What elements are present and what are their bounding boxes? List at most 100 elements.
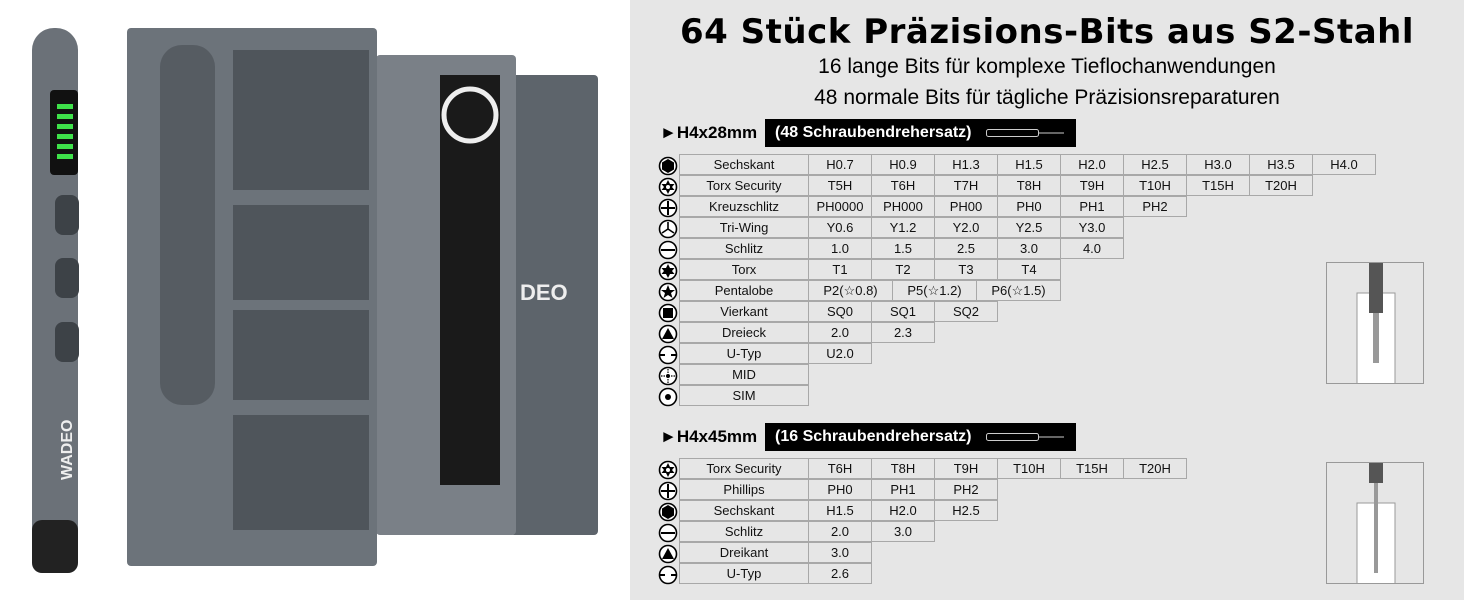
bit-type-name: U-Typ [679, 343, 809, 364]
bit-size-cell: T2 [871, 259, 935, 280]
u-type-icon [658, 565, 678, 585]
torx-icon [658, 261, 678, 281]
bit-size-cell: SQ0 [808, 301, 872, 322]
bit-size-cell: Y0.6 [808, 217, 872, 238]
bit-type-name: Vierkant [679, 301, 809, 322]
bit-size-cell: 1.0 [808, 238, 872, 259]
set-count-banner: (48 Schraubendrehersatz) [765, 119, 1076, 147]
bit-size-cell: H1.3 [934, 154, 998, 175]
bit-size-cell: T20H [1249, 175, 1313, 196]
bit-size-cell: T9H [1060, 175, 1124, 196]
svg-text:DEO: DEO [520, 280, 568, 305]
square-icon [658, 303, 678, 323]
bit-size-cell: H3.0 [1186, 154, 1250, 175]
bit-type-name: Dreieck [679, 322, 809, 343]
bit-size-cell: 2.6 [808, 563, 872, 584]
product-photo: DEO WADEO [0, 0, 630, 600]
bit-size-cell: SQ2 [934, 301, 998, 322]
bit-size-cell: H2.5 [1123, 154, 1187, 175]
bit-size-cell: SQ1 [871, 301, 935, 322]
bit-size-cell: 3.0 [997, 238, 1061, 259]
bit-type-name: Sechskant [679, 500, 809, 521]
set-count-text: (16 Schraubendrehersatz) [775, 428, 972, 445]
bit-size-cell: T7H [934, 175, 998, 196]
u-type-icon [658, 345, 678, 365]
triangle-icon [658, 324, 678, 344]
bit-size-cell: T20H [1123, 458, 1187, 479]
bit-size-cell: 2.0 [808, 322, 872, 343]
bit-size-cell: T15H [1060, 458, 1124, 479]
subtitle-long-bits: 16 lange Bits für komplexe Tieflochanwen… [818, 55, 1276, 78]
bit-size-cell: P2(☆0.8) [808, 280, 893, 301]
bit-size-cell: U2.0 [808, 343, 872, 364]
bit-size-cell: T6H [808, 458, 872, 479]
mid-icon [658, 366, 678, 386]
bit-size-cell: Y2.5 [997, 217, 1061, 238]
bit-size-cell: 3.0 [871, 521, 935, 542]
bit-size-cell: Y3.0 [1060, 217, 1124, 238]
bit-type-name: Dreikant [679, 542, 809, 563]
bit-size-cell: H3.5 [1249, 154, 1313, 175]
bit-type-name: Schlitz [679, 521, 809, 542]
bit-size-cell: T8H [997, 175, 1061, 196]
slot-icon [658, 240, 678, 260]
bit-size-cell: T10H [997, 458, 1061, 479]
bit-icon [985, 433, 1064, 441]
short-bit-illustration [1326, 262, 1424, 384]
bit-size-cell: 2.3 [871, 322, 935, 343]
bit-type-name: U-Typ [679, 563, 809, 584]
bit-size-cell: Y2.0 [934, 217, 998, 238]
bit-size-cell: H0.7 [808, 154, 872, 175]
subtitle-normal-bits: 48 normale Bits für tägliche Präzisionsr… [814, 86, 1280, 109]
bit-type-name: Torx Security [679, 458, 809, 479]
bit-size-cell: PH000 [871, 196, 935, 217]
bit-size-cell: T15H [1186, 175, 1250, 196]
torx-security-icon [658, 460, 678, 480]
bit-size-cell: PH0000 [808, 196, 872, 217]
bit-length-label: ►H4x45mm [660, 427, 758, 446]
bit-type-name: Sechskant [679, 154, 809, 175]
bit-size-cell: T5H [808, 175, 872, 196]
hex-icon [658, 156, 678, 176]
bit-icon [985, 129, 1064, 137]
bit-type-name: SIM [679, 385, 809, 406]
svg-text:WADEO: WADEO [59, 420, 76, 480]
bit-size-cell: H0.9 [871, 154, 935, 175]
bit-type-name: MID [679, 364, 809, 385]
bit-size-cell: T1 [808, 259, 872, 280]
bit-size-cell: P6(☆1.5) [976, 280, 1061, 301]
bit-type-name: Pentalobe [679, 280, 809, 301]
spec-panel: 64 Stück Präzisions-Bits aus S2-Stahl 16… [630, 0, 1464, 600]
bit-size-cell: 2.0 [808, 521, 872, 542]
hex-icon [658, 502, 678, 522]
bit-size-cell: T8H [871, 458, 935, 479]
bit-type-name: Kreuzschlitz [679, 196, 809, 217]
bit-size-cell: PH1 [871, 479, 935, 500]
bit-size-cell: H2.0 [871, 500, 935, 521]
bit-size-cell: H4.0 [1312, 154, 1376, 175]
bit-size-cell: T3 [934, 259, 998, 280]
bit-size-cell: 4.0 [1060, 238, 1124, 259]
long-bit-illustration [1326, 462, 1424, 584]
torx-security-icon [658, 177, 678, 197]
bit-size-cell: 1.5 [871, 238, 935, 259]
bit-size-cell: H2.5 [934, 500, 998, 521]
bit-size-cell: PH1 [1060, 196, 1124, 217]
sim-icon [658, 387, 678, 407]
bit-type-name: Torx [679, 259, 809, 280]
tri-wing-icon [658, 219, 678, 239]
bit-size-cell: 3.0 [808, 542, 872, 563]
bit-size-cell: PH0 [997, 196, 1061, 217]
bit-size-cell: P5(☆1.2) [892, 280, 977, 301]
phillips-icon [658, 198, 678, 218]
page-title: 64 Stück Präzisions-Bits aus S2-Stahl [680, 12, 1414, 52]
screwdriver-set-image: DEO WADEO [32, 28, 598, 573]
bit-size-cell: T4 [997, 259, 1061, 280]
bit-type-name: Torx Security [679, 175, 809, 196]
bit-size-cell: PH0 [808, 479, 872, 500]
bit-type-name: Phillips [679, 479, 809, 500]
bit-type-name: Schlitz [679, 238, 809, 259]
bit-length-label: ►H4x28mm [660, 123, 758, 142]
bit-size-cell: T6H [871, 175, 935, 196]
bit-size-cell: Y1.2 [871, 217, 935, 238]
